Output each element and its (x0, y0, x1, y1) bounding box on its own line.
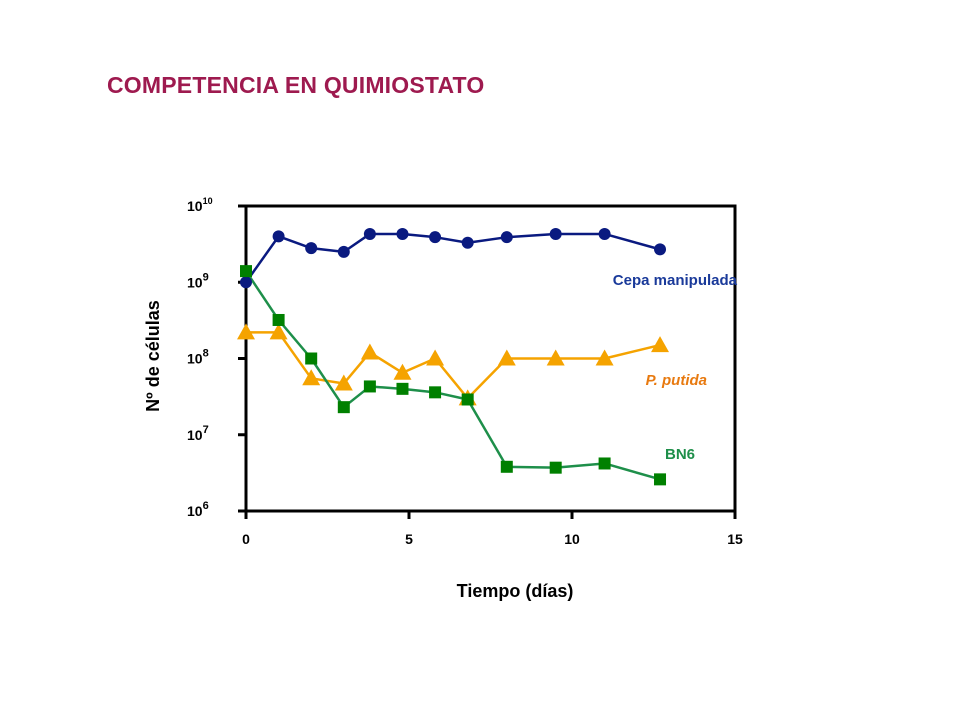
series-label: BN6 (665, 446, 695, 463)
data-point (461, 393, 474, 406)
series-label: P. putida (646, 372, 707, 389)
data-point (429, 231, 442, 244)
y-tick-label: 106 (187, 500, 209, 519)
y-tick-label: 108 (187, 348, 209, 367)
data-point (269, 323, 288, 340)
data-point (396, 382, 409, 395)
data-point (497, 349, 516, 366)
data-point (305, 242, 318, 255)
data-point (429, 386, 442, 399)
data-point (546, 349, 565, 366)
data-point (426, 349, 445, 366)
x-tick-label: 5 (405, 531, 413, 547)
x-tick-label: 15 (727, 531, 743, 547)
data-point (302, 369, 321, 386)
y-axis-label: Nº de células (143, 300, 163, 412)
series-line (244, 232, 661, 283)
x-tick-label: 10 (564, 531, 580, 547)
data-point (272, 230, 285, 243)
data-point (396, 227, 409, 240)
data-point (337, 245, 350, 258)
data-point (651, 336, 670, 353)
series-markers (237, 227, 670, 486)
data-point (461, 236, 474, 249)
data-point (500, 231, 513, 244)
data-point (598, 457, 611, 470)
data-point (240, 265, 252, 278)
data-point (595, 349, 614, 366)
chart-axes: 0 5 10 15 106 107 108 109 1010 (187, 196, 743, 547)
series-labels: Cepa manipulada P. putida BN6 (613, 272, 738, 463)
y-tick-label: 107 (187, 424, 209, 443)
data-point (272, 313, 285, 326)
data-point (654, 473, 667, 486)
series-line (246, 331, 661, 400)
data-point (598, 227, 611, 240)
x-axis-label: Tiempo (días) (457, 581, 574, 601)
y-tick-label: 1010 (187, 196, 213, 214)
data-point (337, 401, 350, 414)
x-tick-label: 0 (242, 531, 250, 547)
data-point (360, 343, 379, 360)
data-point (654, 243, 667, 256)
page-title: COMPETENCIA EN QUIMIOSTATO (107, 72, 485, 98)
series-label: Cepa manipulada (613, 272, 738, 289)
y-tick-label: 109 (187, 271, 209, 290)
data-point (393, 363, 412, 380)
data-point (237, 323, 255, 340)
data-point (549, 461, 562, 474)
data-point (334, 374, 353, 391)
data-point (305, 352, 318, 365)
data-point (549, 227, 562, 240)
data-point (240, 276, 252, 289)
data-point (500, 460, 513, 473)
data-point (363, 227, 376, 240)
series-line (244, 270, 661, 481)
data-point (363, 380, 376, 393)
